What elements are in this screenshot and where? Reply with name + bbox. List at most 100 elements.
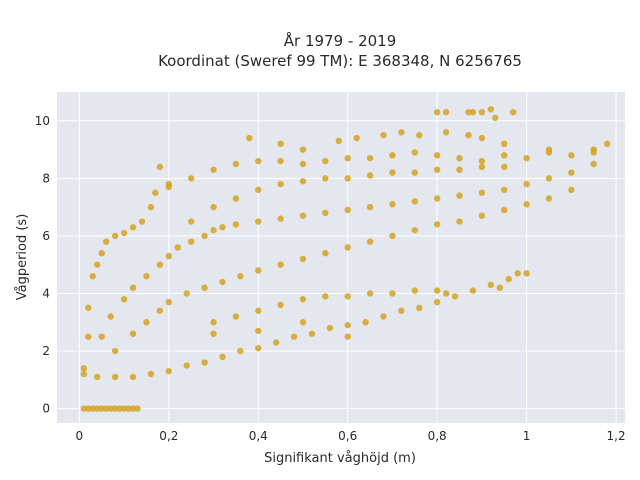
data-point [107,405,114,412]
data-point [277,301,284,309]
data-point [568,152,575,159]
data-point [210,203,217,211]
data-point [255,218,262,225]
data-point [603,140,611,148]
data-point [433,287,441,294]
x-axis-ticks: 0 0,2 0,4 0,6 0,8 1 1,2 [76,429,626,443]
data-point [94,261,101,268]
data-point [277,157,284,165]
data-point [165,367,173,375]
data-point [80,370,88,378]
y-axis-ticks: 0 2 4 6 8 10 [35,114,50,416]
data-point [523,270,530,277]
data-point [299,212,307,219]
data-point [487,281,495,289]
data-point [290,333,298,340]
data-point [102,405,110,412]
data-point [237,273,244,280]
data-point [85,333,92,340]
data-point [129,284,137,291]
data-point [255,267,262,274]
y-tick-label: 4 [42,286,50,300]
data-point [165,252,173,260]
data-point [102,238,110,245]
data-point [255,307,262,314]
data-point [129,373,137,381]
data-point [299,178,307,185]
data-point [187,238,195,245]
data-point [501,206,508,214]
data-point [398,307,405,314]
data-point [111,405,119,412]
data-point [277,140,284,148]
data-point [111,373,119,381]
data-point [98,333,105,340]
data-point [505,275,512,283]
data-point [232,160,240,168]
y-axis-label: Vågperiod (s) [15,214,30,301]
data-point [335,137,342,145]
data-point [272,339,280,346]
data-point [362,319,369,326]
data-point [143,319,150,326]
data-point [232,195,240,202]
data-point [277,180,284,188]
data-point [143,273,150,280]
data-point [487,106,495,113]
data-point [545,195,553,202]
data-point [416,131,423,139]
data-point [165,298,173,306]
data-point [111,347,119,355]
data-point [389,290,396,297]
x-tick-label: 1 [523,429,531,443]
data-point [344,206,351,214]
data-point [501,152,508,159]
plot-area [57,92,625,423]
data-point [478,134,486,142]
data-point [322,157,329,165]
data-point [469,108,477,116]
data-point [116,405,123,412]
y-tick-label: 10 [35,114,50,128]
data-point [433,221,441,228]
data-point [366,238,374,245]
data-point [156,261,164,268]
data-point [442,108,450,116]
data-point [187,218,195,225]
data-point [344,333,351,340]
data-point [322,293,329,300]
data-point [344,244,351,251]
data-point [389,232,396,240]
data-point [389,169,396,176]
data-point [201,284,208,291]
data-point [299,296,307,303]
data-point [98,405,105,412]
data-point [299,146,307,153]
data-point [478,108,486,116]
data-point [366,290,374,297]
data-point [389,152,396,159]
data-point [299,319,307,326]
data-point [120,229,128,237]
data-point [277,261,284,268]
data-point [187,175,195,182]
data-point [246,134,253,142]
data-point [411,169,418,176]
data-point [322,209,329,217]
chart-title-line-2: Koordinat (Sweref 99 TM): E 368348, N 62… [158,52,522,70]
x-tick-label: 0 [76,429,84,443]
data-point [380,313,387,320]
y-tick-label: 2 [42,344,50,358]
data-point [201,359,208,366]
data-point [478,189,486,196]
data-point [120,405,128,412]
data-point [210,330,217,337]
data-point [232,313,240,320]
data-point [219,224,226,231]
data-point [465,131,472,139]
data-point [344,321,351,329]
data-point [442,290,450,297]
data-point [94,405,101,412]
data-point [411,198,418,205]
